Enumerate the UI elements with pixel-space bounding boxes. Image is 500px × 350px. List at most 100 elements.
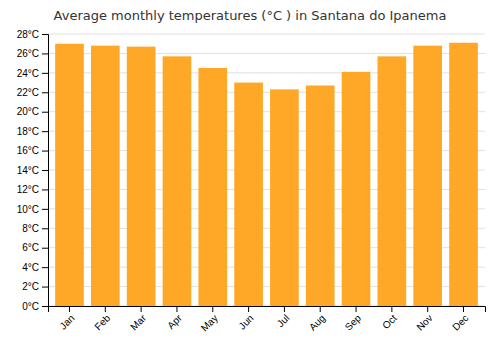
bars [55, 43, 478, 306]
tick-mark [42, 131, 48, 132]
tick: 20°C [17, 106, 48, 117]
tick: Dec [450, 306, 470, 333]
grid [48, 34, 485, 306]
tick-mark [176, 306, 177, 312]
tick: 28°C [17, 29, 48, 40]
tick-label: 2°C [22, 281, 39, 292]
tick: Jan [57, 306, 76, 332]
tick-mark [391, 306, 392, 312]
tick-label: 26°C [17, 48, 39, 59]
tick: 0°C [22, 301, 48, 312]
tick-label: 18°C [17, 126, 39, 137]
tick-label: Apr [165, 312, 184, 331]
tick-mark [320, 306, 321, 312]
tick-label: Jan [57, 312, 76, 331]
bar [163, 56, 192, 306]
tick-label: May [199, 312, 220, 333]
tick-mark [42, 306, 48, 307]
bar [306, 85, 335, 306]
tick-mark [356, 306, 357, 312]
tick-mark [463, 306, 464, 312]
tick-mark [42, 53, 48, 54]
bar [55, 44, 84, 306]
tick: 22°C [17, 87, 48, 98]
tick-label: Oct [380, 312, 399, 331]
axis-line [49, 307, 486, 313]
tick: 10°C [17, 204, 48, 215]
tick: 4°C [22, 262, 48, 273]
tick: 26°C [17, 48, 48, 59]
tick: 14°C [17, 165, 48, 176]
bar [270, 89, 299, 306]
tick-label: 22°C [17, 87, 39, 98]
y-axis: 0°C 2°C 4°C 6°C 8°C 10°C 12°C 14°C 16°C 18°C 20°C 2… [17, 29, 49, 312]
grid-line [48, 34, 485, 35]
tick: Nov [414, 306, 434, 333]
tick: 16°C [17, 145, 48, 156]
tick-label: Jul [275, 312, 292, 329]
tick-label: Dec [450, 312, 470, 332]
tick-mark [42, 92, 48, 93]
tick: 6°C [22, 242, 48, 253]
tick-mark [42, 228, 48, 229]
tick-mark [42, 248, 48, 249]
tick-mark [42, 189, 48, 190]
x-axis: Jan Feb Mar Apr May Jun Jul Aug Sep Oct Nov Dec [49, 306, 486, 334]
tick-label: 8°C [22, 223, 39, 234]
tick: Apr [165, 306, 184, 331]
tick-label: Sep [343, 312, 364, 333]
tick-label: 0°C [22, 301, 39, 312]
tick: 8°C [22, 223, 48, 234]
tick: Jun [236, 306, 255, 332]
tick: Aug [307, 306, 327, 333]
plot: 0°C 2°C 4°C 6°C 8°C 10°C 12°C 14°C 16°C 18°C 20°C 2… [17, 29, 486, 334]
tick-mark [69, 306, 70, 312]
tick-mark [212, 306, 213, 312]
tick: 18°C [17, 126, 48, 137]
tick-mark [427, 306, 428, 312]
tick-label: Jun [236, 312, 255, 331]
tick-mark [105, 306, 106, 312]
tick-label: Aug [307, 312, 327, 332]
tick-mark [284, 306, 285, 312]
tick-label: 24°C [17, 68, 39, 79]
bar [91, 46, 120, 306]
tick-mark [248, 306, 249, 312]
bar [413, 46, 442, 306]
title: Average monthly temperatures (°C ) in Sa… [54, 8, 447, 23]
tick-label: 28°C [17, 29, 39, 40]
tick-mark [42, 34, 48, 35]
tick: Mar [128, 306, 148, 332]
tick-label: 20°C [17, 106, 39, 117]
tick-label: 16°C [17, 145, 39, 156]
tick: 24°C [17, 68, 48, 79]
tick: 2°C [22, 281, 48, 292]
tick-label: Feb [92, 312, 112, 332]
tick-mark [42, 267, 48, 268]
tick: Oct [380, 306, 399, 331]
tick-label: Mar [128, 312, 148, 332]
bar [127, 47, 156, 306]
tick-label: 10°C [17, 204, 39, 215]
bar [378, 56, 407, 306]
tick-mark [42, 170, 48, 171]
tick-mark [141, 306, 142, 312]
tick-mark [42, 112, 48, 113]
tick: Jul [275, 306, 292, 329]
tick-mark [42, 73, 48, 74]
tick: Feb [92, 306, 112, 332]
tick-label: 6°C [22, 242, 39, 253]
bar [198, 68, 227, 306]
tick-label: 4°C [22, 262, 39, 273]
bar [342, 72, 371, 306]
bar [449, 43, 478, 306]
tick-mark [42, 287, 48, 288]
tick-label: 12°C [17, 184, 39, 195]
bar [234, 83, 263, 306]
tick-mark [42, 209, 48, 210]
tick: 12°C [17, 184, 48, 195]
tick-label: 14°C [17, 165, 39, 176]
tick-mark [42, 151, 48, 152]
tick-label: Nov [414, 312, 434, 332]
tick: May [199, 306, 220, 334]
